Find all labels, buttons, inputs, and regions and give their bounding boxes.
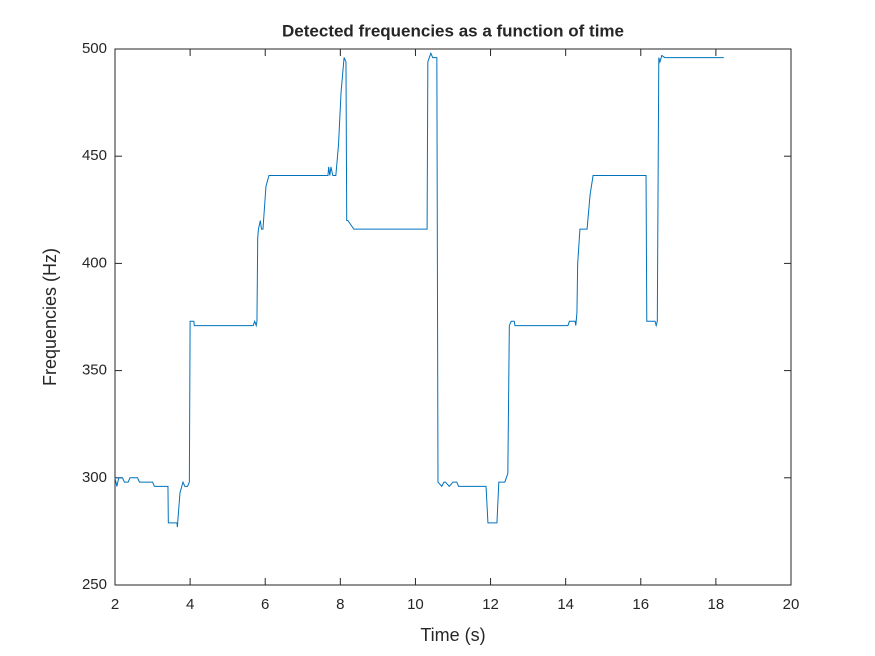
y-tick-label: 500: [82, 40, 107, 57]
x-tick-label: 6: [261, 596, 269, 613]
y-tick-label: 300: [82, 469, 107, 486]
y-tick-label: 350: [82, 362, 107, 379]
x-tick-label: 16: [632, 596, 649, 613]
x-tick-label: 14: [557, 596, 574, 613]
y-axis-label: Frequencies (Hz): [40, 248, 60, 386]
x-tick-label: 10: [407, 596, 424, 613]
x-tick-label: 20: [783, 596, 800, 613]
x-tick-label: 12: [482, 596, 499, 613]
axes-box: [114, 48, 792, 586]
data-line: [114, 51, 724, 528]
y-tick-label: 450: [82, 147, 107, 164]
y-tick-label: 400: [82, 254, 107, 271]
x-axis-label: Time (s): [420, 625, 485, 645]
x-tick-label: 8: [336, 596, 344, 613]
x-tick-label: 4: [186, 596, 194, 613]
x-tick-label: 2: [111, 596, 119, 613]
x-tick-label: 18: [708, 596, 725, 613]
y-tick-label: 250: [82, 576, 107, 593]
chart-title: Detected frequencies as a function of ti…: [282, 21, 624, 40]
